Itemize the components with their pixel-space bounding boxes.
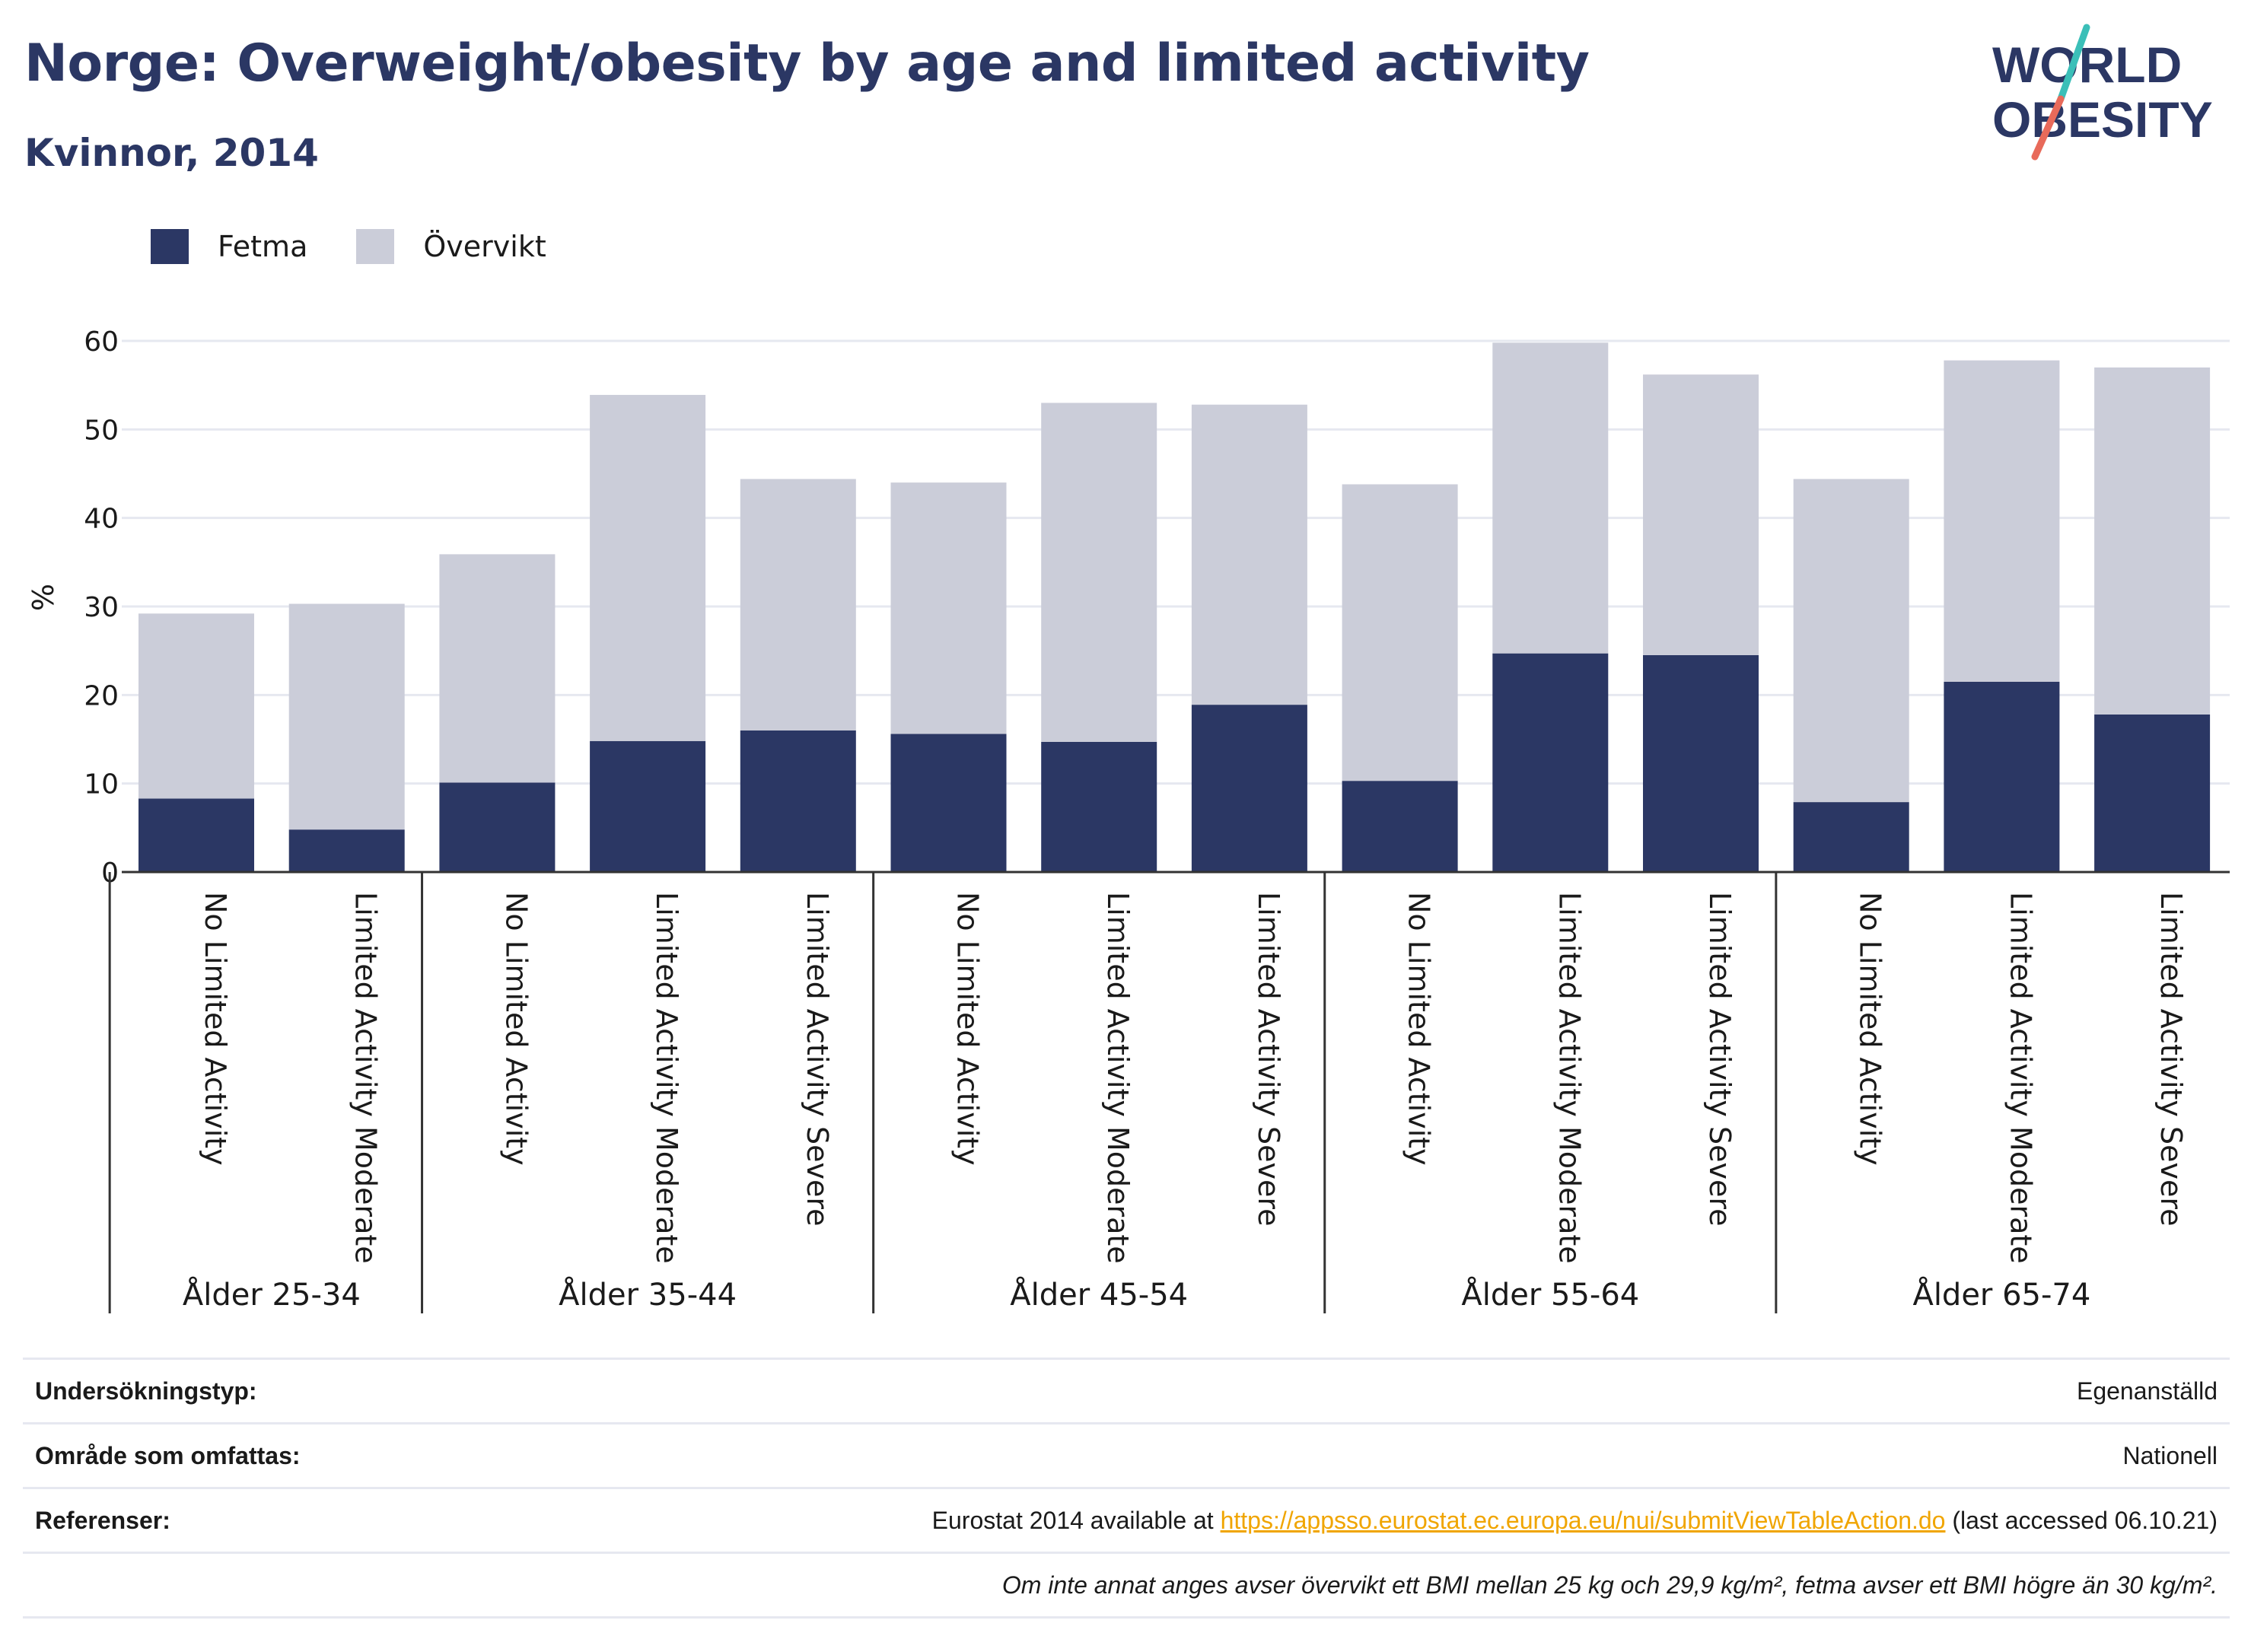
bar-overvikt [288,603,405,830]
legend-label-fetma: Fetma [218,230,308,263]
info-row-references: Referenser: Eurostat 2014 available at h… [23,1487,2230,1552]
group-label: Ålder 65-74 [1912,1276,2090,1313]
logo-line1: WORLD [1992,37,2182,93]
info-value-survey-type: Egenanställd [2076,1377,2218,1405]
y-tick-label: 30 [84,592,119,623]
bar-overvikt [740,479,856,731]
bar-overvikt [2094,367,2211,715]
reference-link[interactable]: https://appsso.eurostat.ec.europa.eu/nui… [1220,1506,1946,1534]
x-tick-label: Limited Activity Severe [1252,892,1285,1227]
info-row-survey-type: Undersökningstyp: Egenanställd [23,1358,2230,1422]
x-tick-label: Limited Activity Moderate [1552,892,1586,1264]
group-label: Ålder 35-44 [559,1276,737,1313]
bar-overvikt [590,394,706,741]
chart-subtitle: Kvinnor, 2014 [24,131,319,175]
bar-fetma [1643,654,1759,872]
x-tick-label: No Limited Activity [951,892,985,1166]
x-tick-label: No Limited Activity [1402,892,1436,1166]
reference-suffix: (last accessed 06.10.21) [1945,1506,2218,1534]
bar-overvikt [1492,342,1609,654]
x-tick-label: No Limited Activity [1854,892,1887,1166]
bar-overvikt [1944,360,2060,682]
chart-title: Norge: Overweight/obesity by age and lim… [24,33,1590,94]
info-label-references: Referenser: [35,1506,170,1534]
bar-fetma [890,734,1007,872]
x-tick-label: Limited Activity Severe [2154,892,2188,1227]
logo-slash-top [2057,24,2090,103]
world-obesity-logo: WORLD OBESITY [1992,24,2213,161]
x-tick-label: Limited Activity Severe [1703,892,1737,1227]
bar-fetma [590,740,706,872]
group-label: Ålder 55-64 [1461,1276,1639,1313]
bar-overvikt [138,613,254,799]
y-tick-label: 20 [84,680,119,711]
bmi-note: Om inte annat anges avser övervikt ett B… [1001,1571,2218,1599]
group-label: Ålder 45-54 [1010,1276,1188,1313]
stacked-bar-chart: 0102030405060%No Limited ActivityLimited… [27,326,2230,1313]
bar-overvikt [1643,374,1759,655]
x-tick-label: Limited Activity Moderate [1101,892,1135,1264]
group-label: Ålder 25-34 [183,1276,361,1313]
bar-fetma [740,730,856,872]
bar-fetma [138,798,254,872]
bar-fetma [1944,681,2060,872]
info-row-note: Om inte annat anges avser övervikt ett B… [23,1552,2230,1619]
info-row-area: Område som omfattas: Nationell [23,1422,2230,1487]
y-tick-label: 50 [84,415,119,446]
bar-fetma [288,829,405,872]
y-tick-label: 60 [84,326,119,358]
x-tick-label: Limited Activity Moderate [349,892,383,1264]
info-table: Undersökningstyp: Egenanställd Område so… [23,1358,2230,1619]
bar-overvikt [1191,404,1307,705]
bar-overvikt [1342,484,1458,781]
reference-prefix: Eurostat 2014 available at [931,1506,1221,1534]
info-label-survey-type: Undersökningstyp: [35,1377,257,1405]
bar-overvikt [890,482,1007,734]
logo-line2: OBESITY [1992,91,2213,148]
y-tick-label: 10 [84,769,119,801]
legend-item-fetma[interactable]: Fetma [151,229,307,264]
y-tick-label: 40 [84,504,119,535]
bar-fetma [1793,802,1909,872]
y-axis-label: % [27,584,60,611]
legend-swatch-overvikt [356,229,395,264]
bar-fetma [1191,705,1307,872]
x-tick-label: Limited Activity Severe [801,892,834,1227]
bar-fetma [2094,714,2211,872]
chart-legend: Fetma Övervikt [151,225,595,268]
legend-swatch-fetma [151,229,189,264]
bar-fetma [1041,741,1157,872]
logo-slash-bottom [2031,95,2065,161]
legend-label-overvikt: Övervikt [423,230,546,263]
bar-fetma [1342,781,1458,872]
x-tick-label: Limited Activity Moderate [650,892,683,1264]
x-tick-label: Limited Activity Moderate [2004,892,2037,1264]
bar-fetma [439,782,556,872]
x-tick-label: No Limited Activity [199,892,232,1166]
info-value-area: Nationell [2122,1441,2218,1469]
x-tick-label: No Limited Activity [499,892,533,1166]
bar-overvikt [1793,479,1909,803]
legend-item-overvikt[interactable]: Övervikt [356,229,546,264]
info-value-references: Eurostat 2014 available at https://appss… [932,1507,2218,1535]
bar-fetma [1492,653,1609,872]
info-label-area: Område som omfattas: [35,1441,301,1469]
bar-overvikt [439,554,556,783]
bar-overvikt [1041,403,1157,742]
